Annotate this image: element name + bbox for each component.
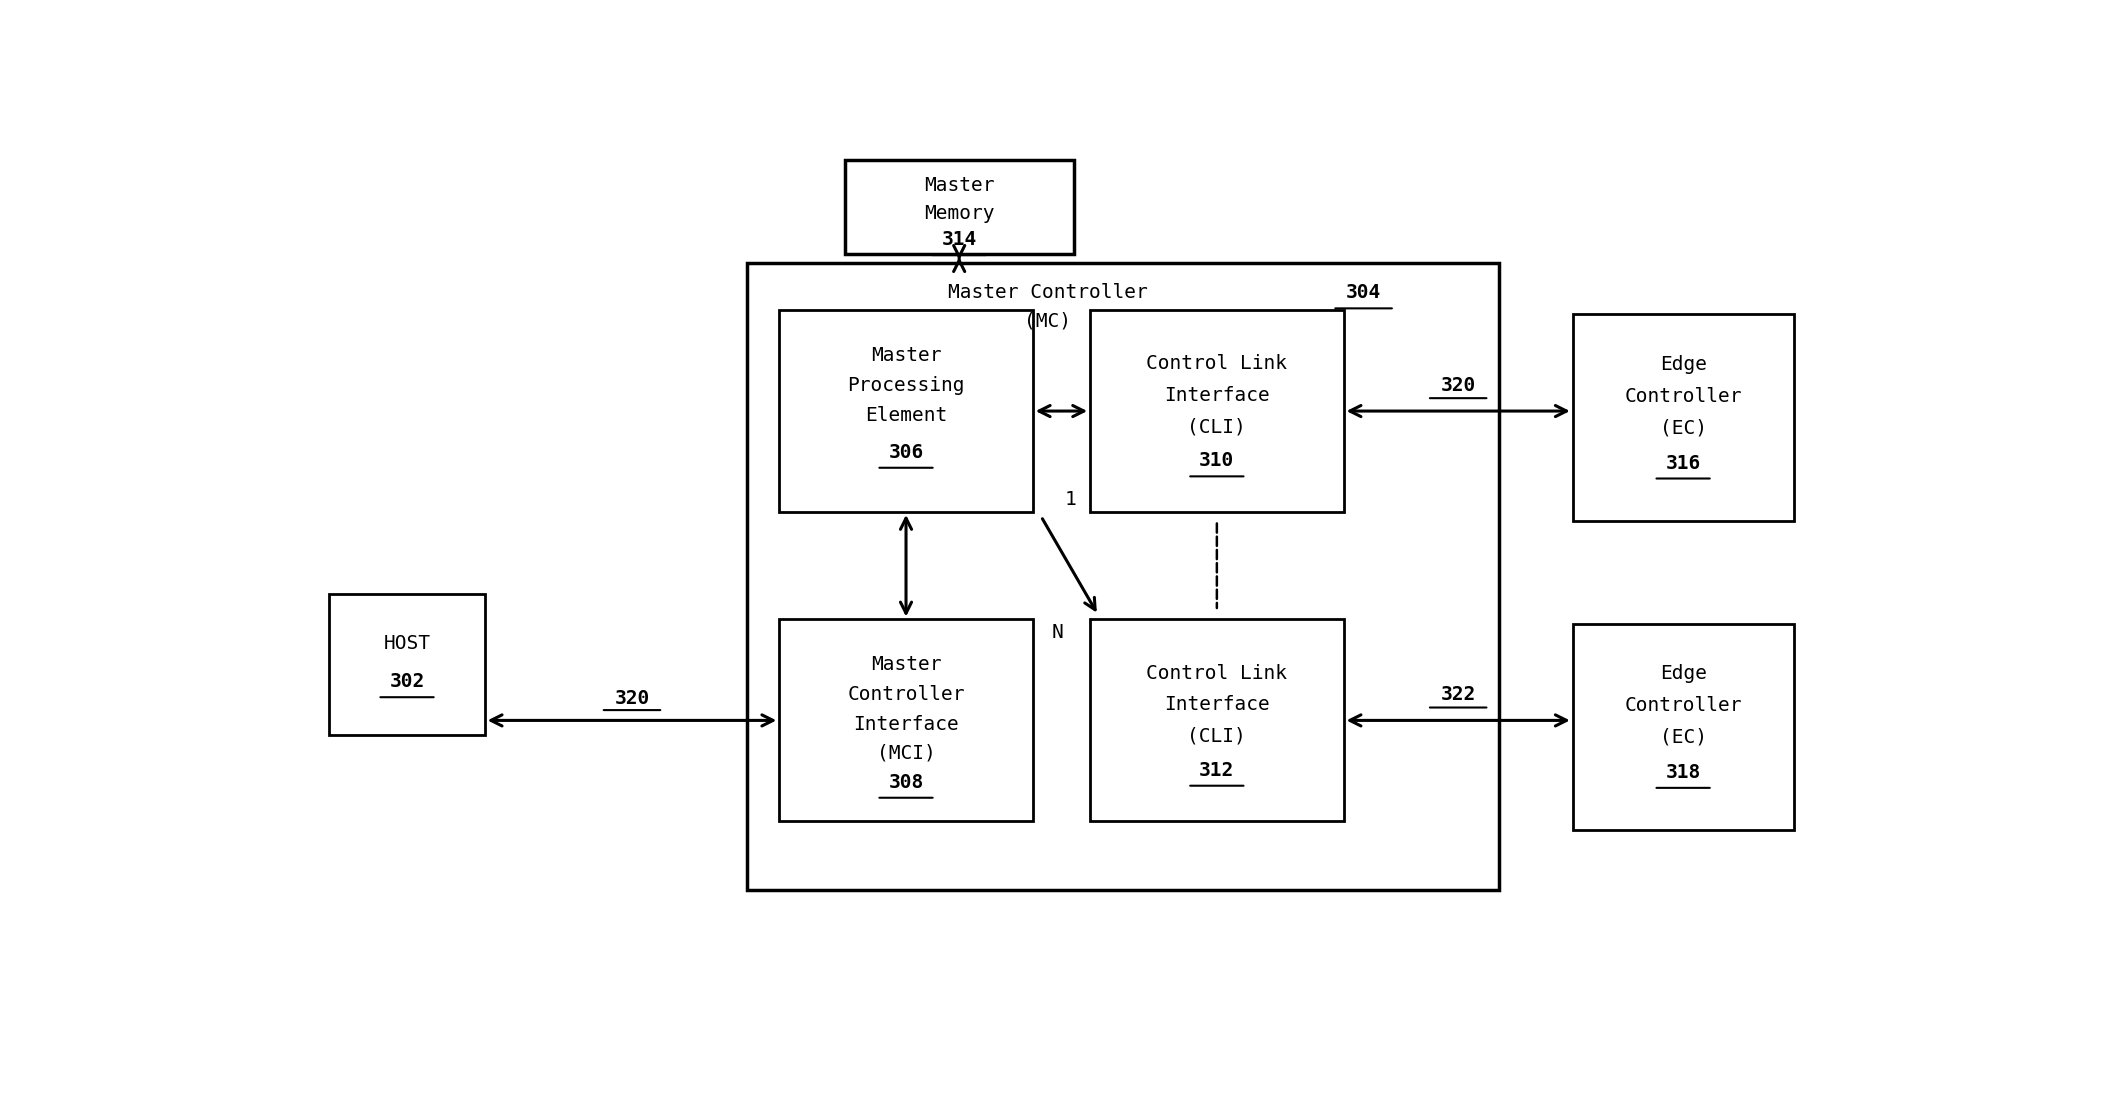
Text: (CLI): (CLI) <box>1188 417 1245 436</box>
Bar <box>1089 310 1345 512</box>
Text: N: N <box>1051 623 1064 642</box>
Text: Interface: Interface <box>1163 695 1269 714</box>
Text: Master: Master <box>870 655 942 674</box>
Text: Control Link: Control Link <box>1146 354 1288 373</box>
Text: Controller: Controller <box>847 685 965 704</box>
Text: HOST: HOST <box>384 634 431 653</box>
Text: 308: 308 <box>889 772 925 791</box>
Bar <box>1089 619 1345 821</box>
Bar <box>329 594 486 735</box>
Text: Master: Master <box>925 176 994 195</box>
Text: 316: 316 <box>1666 453 1701 472</box>
Text: (EC): (EC) <box>1659 418 1706 437</box>
Bar <box>747 262 1499 891</box>
Text: 1: 1 <box>1064 490 1077 509</box>
Text: Master: Master <box>870 346 942 365</box>
Text: 306: 306 <box>889 443 925 462</box>
Text: 320: 320 <box>1440 376 1476 395</box>
Text: 318: 318 <box>1666 763 1701 782</box>
Bar <box>779 310 1032 512</box>
Text: Controller: Controller <box>1623 696 1742 715</box>
Text: Controller: Controller <box>1623 386 1742 405</box>
Text: 302: 302 <box>388 672 424 691</box>
Text: Interface: Interface <box>853 715 958 734</box>
Text: (CLI): (CLI) <box>1188 727 1245 745</box>
Text: Memory: Memory <box>925 204 994 223</box>
Bar <box>1573 624 1794 830</box>
Bar <box>844 160 1074 254</box>
Text: Processing: Processing <box>847 376 965 395</box>
Text: 320: 320 <box>614 690 650 709</box>
Text: (MCI): (MCI) <box>876 743 935 762</box>
Text: 310: 310 <box>1199 451 1235 470</box>
Text: (EC): (EC) <box>1659 728 1706 747</box>
Text: 322: 322 <box>1440 685 1476 704</box>
Text: Interface: Interface <box>1163 386 1269 405</box>
Text: Edge: Edge <box>1659 664 1706 683</box>
Text: 314: 314 <box>942 230 977 249</box>
Bar <box>1573 315 1794 520</box>
Text: Control Link: Control Link <box>1146 664 1288 683</box>
Text: (MC): (MC) <box>1024 311 1070 330</box>
Text: Master Controller: Master Controller <box>948 283 1148 302</box>
Text: Edge: Edge <box>1659 355 1706 374</box>
Text: 312: 312 <box>1199 761 1235 780</box>
Text: 304: 304 <box>1347 283 1381 302</box>
Text: Element: Element <box>866 406 948 425</box>
Bar <box>779 619 1032 821</box>
